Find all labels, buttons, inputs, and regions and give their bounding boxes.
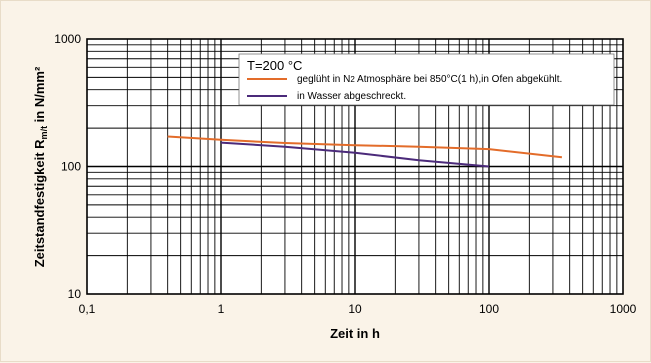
series-line-quenched: [220, 141, 490, 168]
plot-border: [86, 38, 624, 295]
y-axis-title-unit: in N/mm²: [32, 66, 47, 126]
legend-label-annealed: geglüht in N2 Atmosphäre bei 850°C(1 h),…: [297, 74, 562, 85]
y-tick-label: 10: [68, 287, 82, 301]
y-axis-title-subscript: m/t: [39, 126, 49, 140]
x-tick-label: 1000: [610, 302, 637, 316]
legend-box: [238, 53, 615, 106]
y-tick-label: 100: [61, 160, 81, 174]
legend-label-quenched: in Wasser abgeschreckt.: [297, 91, 406, 102]
series-line-annealed: [167, 135, 563, 159]
legend-label-annealed-subscript: 2: [350, 75, 355, 84]
x-tick-label: 1: [218, 302, 225, 316]
legend-label-annealed-part2: Atmosphäre bei 850°C(1 h),in Ofen abgekü…: [355, 74, 562, 85]
y-axis-title: Zeitstandfestigkeit Rm/t in N/mm²: [32, 66, 49, 267]
y-axis-title-main: Zeitstandfestigkeit R: [32, 139, 47, 267]
tick-labels: 0,1 1 10 100 1000 10 100 1000: [54, 32, 636, 316]
legend-label-annealed-part1: geglüht in N: [297, 74, 350, 85]
legend: T=200 °C geglüht in N2 Atmosphäre bei 85…: [238, 53, 615, 106]
y-tick-label: 1000: [54, 32, 81, 46]
x-tick-label: 100: [479, 302, 499, 316]
x-tick-label: 10: [348, 302, 362, 316]
series-lines: [167, 135, 563, 168]
x-tick-label: 0,1: [79, 302, 96, 316]
legend-title: T=200 °C: [247, 58, 302, 73]
x-axis-title: Zeit in h: [330, 326, 380, 341]
